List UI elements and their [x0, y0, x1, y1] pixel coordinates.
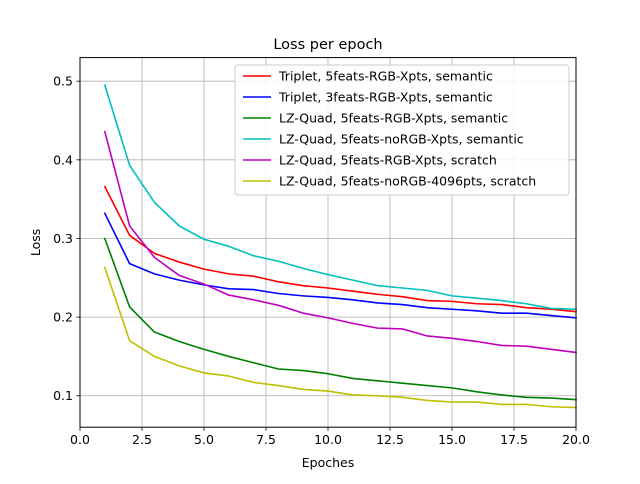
legend-items: Triplet, 5feats-RGB-Xpts, semantic Triple…	[243, 69, 536, 189]
series-line-6	[103, 266, 577, 409]
y-tick-label: 0.2	[53, 310, 73, 325]
legend-label-3: LZ-Quad, 5feats-RGB-Xpts, semantic	[279, 111, 508, 126]
y-tick-label: 0.5	[53, 74, 73, 89]
legend-label-5: LZ-Quad, 5feats-RGB-Xpts, scratch	[279, 153, 497, 168]
axis-ticks: 0.0 2.5 5.0 7.5 10.0 12.5 15.0 17.5 20.0 0.1 0.2 0.…	[53, 74, 590, 448]
series-line-1	[103, 185, 577, 313]
legend-label-2: Triplet, 3feats-RGB-Xpts, semantic	[278, 90, 493, 105]
x-tick-label: 17.5	[500, 432, 528, 447]
y-axis-label: Loss	[28, 229, 43, 256]
x-tick-label: 12.5	[376, 432, 404, 447]
x-tick-label: 7.5	[256, 432, 276, 447]
legend: Triplet, 5feats-RGB-Xpts, semantic Triple…	[234, 64, 570, 196]
series-lines	[103, 84, 577, 409]
x-tick-label: 5.0	[194, 432, 214, 447]
x-tick-label: 15.0	[438, 432, 466, 447]
series-line-3	[103, 237, 577, 401]
y-tick-label: 0.4	[53, 152, 73, 167]
x-axis-label: Epoches	[302, 455, 354, 470]
x-tick-label: 10.0	[314, 432, 342, 447]
x-tick-label: 0.0	[70, 432, 90, 447]
x-tick-label: 2.5	[132, 432, 152, 447]
legend-box	[234, 64, 570, 196]
legend-label-4: LZ-Quad, 5feats-noRGB-Xpts, semantic	[279, 132, 524, 147]
legend-label-1: Triplet, 5feats-RGB-Xpts, semantic	[278, 69, 493, 84]
series-line-2	[103, 212, 577, 319]
series-line-4	[103, 84, 577, 311]
legend-label-6: LZ-Quad, 5feats-noRGB-4096pts, scratch	[279, 174, 536, 189]
chart-title: Loss per epoch	[273, 37, 382, 53]
series-line-5	[103, 130, 577, 354]
y-tick-label: 0.1	[53, 388, 73, 403]
x-tick-label: 20.0	[562, 432, 590, 447]
y-tick-label: 0.3	[53, 231, 73, 246]
